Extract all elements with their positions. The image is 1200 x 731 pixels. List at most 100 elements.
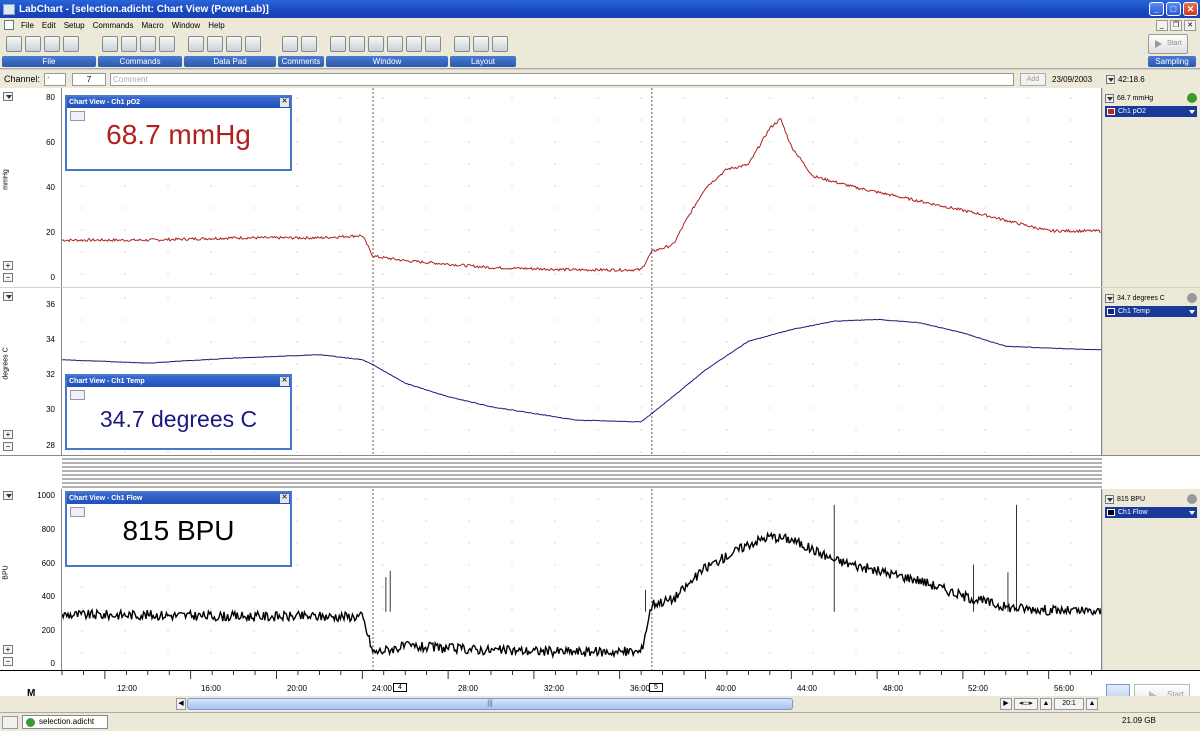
- grid-dot: [812, 319, 814, 321]
- chevron-down-icon[interactable]: [3, 92, 13, 101]
- zoom-out-button[interactable]: −: [3, 657, 13, 666]
- close-icon[interactable]: ✕: [280, 98, 289, 107]
- file-tab[interactable]: selection.adicht: [22, 715, 108, 729]
- chart-view-window-po2[interactable]: Chart View - Ch1 pO2 ✕ 68.7 mmHg: [65, 95, 292, 171]
- grid-dot: [554, 319, 556, 321]
- data-pad-options-icon[interactable]: [245, 36, 261, 52]
- axis-temp[interactable]: degrees C 36 34 32 30 28 + −: [0, 288, 62, 455]
- compression-control[interactable]: ◂▭▸: [1014, 698, 1038, 710]
- channel-function-selector[interactable]: Ch1 pO2: [1105, 106, 1197, 117]
- zoom-out-time-button[interactable]: ▲: [1040, 698, 1052, 710]
- mdi-minimize-button[interactable]: _: [1156, 19, 1168, 31]
- chevron-down-icon[interactable]: [1105, 93, 1114, 103]
- settings-icon[interactable]: [70, 390, 85, 400]
- grid-dot: [898, 297, 900, 299]
- scope-view-icon[interactable]: [349, 36, 365, 52]
- close-icon[interactable]: ✕: [280, 494, 289, 503]
- marker-icon[interactable]: [140, 36, 156, 52]
- open-folder-icon[interactable]: [25, 36, 41, 52]
- spectrum-view-icon[interactable]: [406, 36, 422, 52]
- xy-view-icon[interactable]: [387, 36, 403, 52]
- find-icon[interactable]: [121, 36, 137, 52]
- axis-po2[interactable]: mmHg 80 60 40 20 0 + −: [0, 88, 62, 287]
- close-icon[interactable]: ✕: [280, 377, 289, 386]
- multi-marker-icon[interactable]: M: [27, 688, 36, 699]
- zoom-out-button[interactable]: −: [3, 273, 13, 282]
- channel-function-selector[interactable]: Ch1 Flow: [1105, 507, 1197, 518]
- chevron-down-icon[interactable]: [3, 491, 13, 500]
- scroll-thumb[interactable]: |||: [187, 698, 793, 710]
- comment-marker[interactable]: 4: [393, 683, 407, 692]
- zoom-in-time-button[interactable]: ▲: [1086, 698, 1098, 710]
- chevron-down-icon[interactable]: [1105, 293, 1114, 303]
- grid-dot: [597, 385, 599, 387]
- layout-tiles-icon[interactable]: [473, 36, 489, 52]
- add-comment-icon[interactable]: [301, 36, 317, 52]
- menu-help[interactable]: Help: [208, 20, 225, 30]
- start-sampling-button[interactable]: Start: [1148, 34, 1188, 54]
- settings-icon[interactable]: [70, 111, 85, 121]
- time-axis[interactable]: 12:00 16:00 20:00 24:00 28:00 32:00 36:0…: [0, 670, 1200, 696]
- channel-number-field[interactable]: 7: [72, 72, 107, 86]
- comments-folder-icon[interactable]: [282, 36, 298, 52]
- toolbar-group-layout: Layout: [450, 33, 516, 67]
- chevron-down-icon[interactable]: [3, 292, 13, 301]
- window-title-bar[interactable]: Chart View - Ch1 pO2 ✕: [67, 97, 290, 108]
- add-to-data-pad-icon[interactable]: [207, 36, 223, 52]
- mdi-controls: _ ❐ ✕: [1156, 19, 1196, 31]
- scroll-left-button[interactable]: ◀: [176, 698, 186, 710]
- scroll-right-button[interactable]: ▶: [1000, 698, 1012, 710]
- window-title-bar[interactable]: Chart View - Ch1 Temp ✕: [67, 376, 290, 387]
- chart-view-window-temp[interactable]: Chart View - Ch1 Temp ✕ 34.7 degrees C: [65, 374, 292, 450]
- add-comment-button[interactable]: Add: [1020, 72, 1046, 86]
- document-icon[interactable]: [4, 20, 14, 30]
- layout-grid-icon[interactable]: [454, 36, 470, 52]
- save-icon[interactable]: [44, 36, 60, 52]
- minimize-button[interactable]: _: [1149, 2, 1164, 16]
- comment-input[interactable]: Comment: [110, 72, 1015, 86]
- chevron-down-icon[interactable]: [1106, 74, 1115, 84]
- comment-marker[interactable]: 5: [649, 683, 663, 692]
- menu-macro[interactable]: Macro: [141, 20, 164, 30]
- chevron-down-icon[interactable]: [1105, 494, 1114, 504]
- maximize-button[interactable]: □: [1166, 2, 1181, 16]
- menu-edit[interactable]: Edit: [41, 20, 56, 30]
- menu-setup[interactable]: Setup: [63, 20, 85, 30]
- binoculars-icon[interactable]: [102, 36, 118, 52]
- grid-dot: [425, 251, 427, 253]
- window-title-bar[interactable]: Chart View - Ch1 Flow ✕: [67, 493, 290, 504]
- zoom-view-icon[interactable]: [368, 36, 384, 52]
- menu-file[interactable]: File: [21, 20, 34, 30]
- mdi-restore-button[interactable]: ❐: [1170, 19, 1182, 31]
- grid-dot: [640, 141, 642, 143]
- grid-dot: [382, 630, 384, 632]
- grid-dot: [726, 319, 728, 321]
- menu-window[interactable]: Window: [171, 20, 201, 30]
- chart-view-window-flow[interactable]: Chart View - Ch1 Flow ✕ 815 BPU: [65, 491, 292, 567]
- settings-icon[interactable]: [70, 507, 85, 517]
- print-icon[interactable]: [63, 36, 79, 52]
- zoom-in-button[interactable]: +: [3, 645, 13, 654]
- notebook-icon[interactable]: [425, 36, 441, 52]
- time-readout[interactable]: 42:18.6: [1106, 74, 1145, 84]
- channel-selector[interactable]: *: [44, 72, 67, 86]
- collapsed-channels[interactable]: [0, 455, 1200, 489]
- mdi-close-button[interactable]: ✕: [1184, 19, 1196, 31]
- menu-commands[interactable]: Commands: [92, 20, 134, 30]
- zoom-in-button[interactable]: +: [3, 261, 13, 270]
- grid-dot: [425, 185, 427, 187]
- channel-function-selector[interactable]: Ch1 Temp: [1105, 306, 1197, 317]
- data-pad-icon[interactable]: [188, 36, 204, 52]
- window-tile-icon[interactable]: [2, 716, 18, 729]
- zoom-out-button[interactable]: −: [3, 442, 13, 451]
- close-button[interactable]: ✕: [1183, 2, 1198, 16]
- layout-add-icon[interactable]: [492, 36, 508, 52]
- grid-dot: [124, 586, 126, 588]
- multi-add-icon[interactable]: [226, 36, 242, 52]
- scroll-bar[interactable]: ◀ ||| ▶ ◂▭▸ ▲ 20:1 ▲: [0, 696, 1200, 712]
- clear-icon[interactable]: [159, 36, 175, 52]
- new-file-icon[interactable]: [6, 36, 22, 52]
- axis-flow[interactable]: BPU 1000 800 600 400 200 0 + −: [0, 489, 62, 670]
- zoom-in-button[interactable]: +: [3, 430, 13, 439]
- chart-view-icon[interactable]: [330, 36, 346, 52]
